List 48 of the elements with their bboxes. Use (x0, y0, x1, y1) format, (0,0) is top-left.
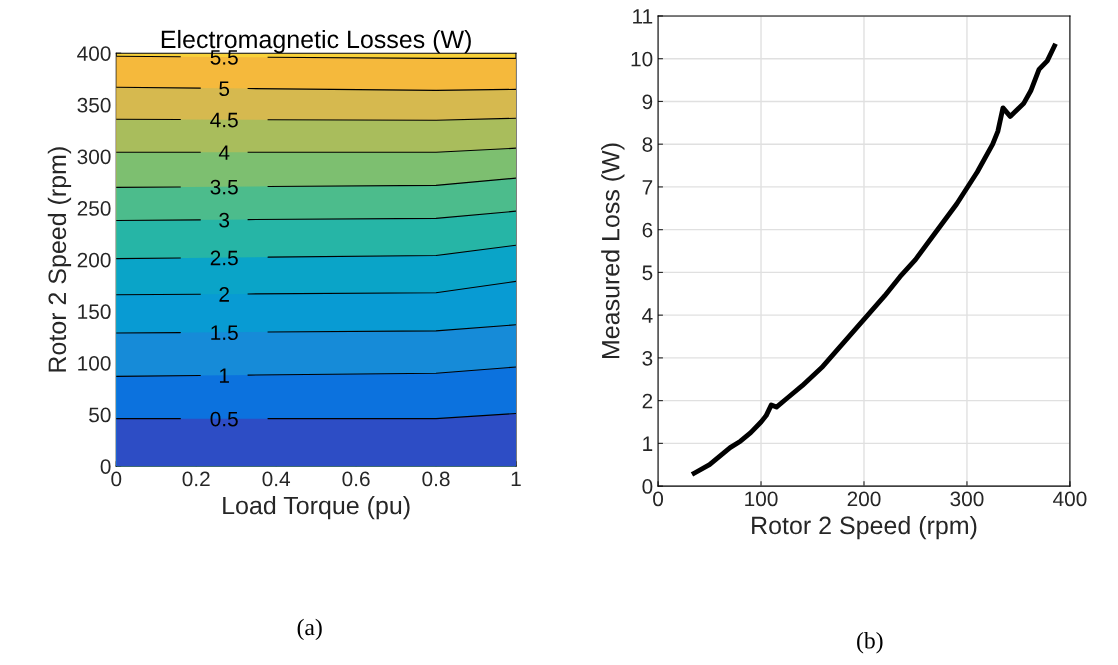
y-tick-label: 7 (642, 180, 653, 195)
y-tick-label: 300 (77, 149, 111, 165)
series-label: 0.5 (210, 411, 238, 427)
x-tick-label: 100 (745, 491, 778, 507)
y-tick-label: 10 (631, 51, 653, 67)
y-tick-label: 11 (633, 9, 653, 24)
x-tick-label: 0.8 (422, 471, 450, 487)
text: (b) (857, 631, 883, 654)
y-tick-label: 9 (642, 94, 653, 110)
x-tick-label: 0 (653, 491, 664, 507)
series-label: 2 (219, 287, 229, 302)
y-tick-label: 1 (643, 436, 653, 451)
y-tick-label: 150 (78, 304, 111, 320)
x-tick-label: 300 (950, 491, 984, 507)
x-axis-title: Rotor 2 Speed (rpm) (752, 515, 977, 540)
x-tick-label: 1 (511, 471, 521, 487)
series-label: 4.5 (210, 112, 238, 128)
line-series (691, 43, 1057, 476)
x-tick-label: 200 (847, 491, 881, 507)
y-tick-label: 200 (77, 252, 111, 268)
x-axis-title: Load Torque (pu) (223, 496, 410, 520)
y-tick-label: 5 (642, 265, 653, 281)
y-tick-label: 0 (100, 459, 111, 474)
x-tick-label: 0 (111, 471, 122, 487)
y-axis-title: Rotor 2 Speed (rpm) (47, 147, 72, 372)
y-tick-label: 100 (78, 355, 111, 371)
y-tick-label: 8 (642, 137, 653, 152)
y-axis-title: Measured Loss (W) (601, 143, 625, 359)
y-tick-label: 6 (642, 222, 653, 238)
series-label: 1.5 (211, 325, 238, 341)
series-label: 1 (219, 368, 229, 383)
text: (a) (297, 618, 322, 641)
x-tick-label: 0.6 (342, 471, 370, 487)
series-label: 2.5 (210, 250, 238, 266)
series-label: 3 (219, 212, 230, 228)
y-tick-label: 50 (89, 407, 111, 423)
y-tick-label: 3 (642, 350, 653, 366)
x-tick-label: 400 (1053, 491, 1087, 507)
y-tick-label: 350 (77, 97, 111, 113)
y-tick-label: 400 (77, 46, 111, 61)
series-label: 3.5 (210, 179, 238, 195)
x-tick-label: 0.2 (182, 471, 210, 487)
series-label: 4 (218, 145, 230, 160)
y-tick-label: 4 (642, 308, 653, 323)
series-label: 5 (219, 81, 230, 97)
y-tick-label: 250 (77, 201, 111, 216)
x-tick-label: 0.4 (262, 471, 291, 487)
y-tick-label: 2 (642, 393, 653, 409)
